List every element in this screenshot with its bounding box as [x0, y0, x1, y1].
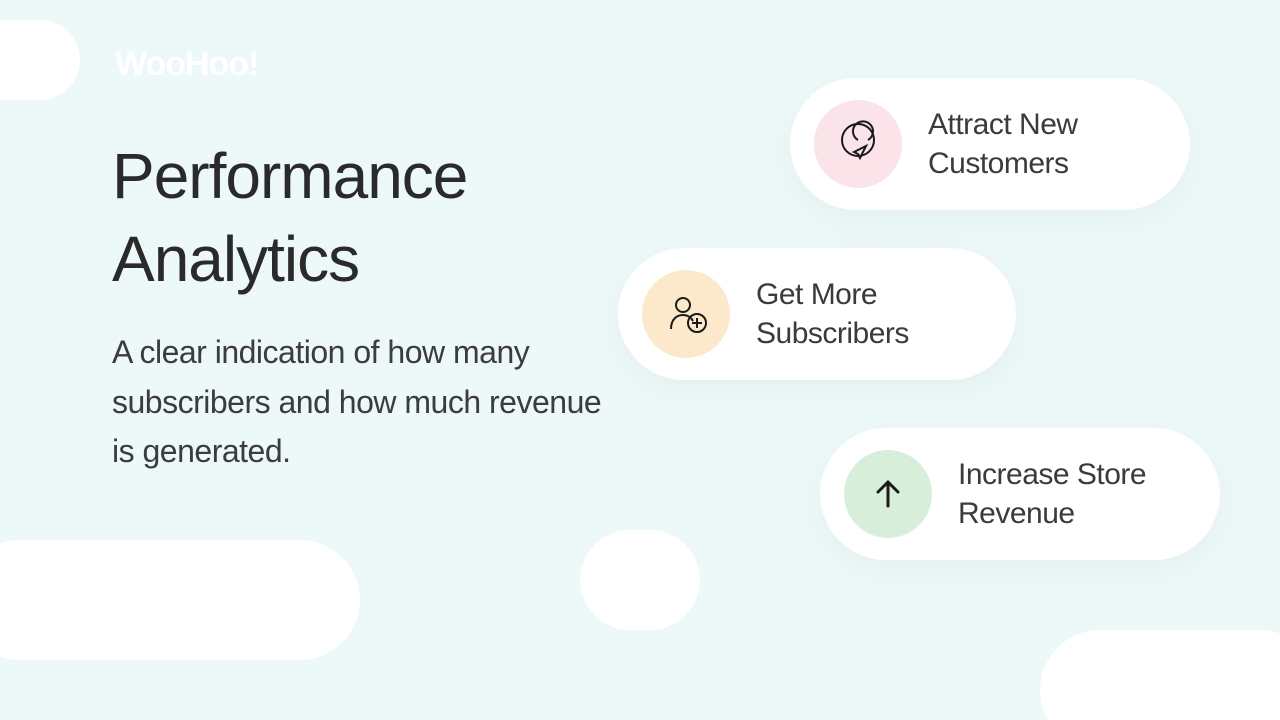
feature-label: Increase Store Revenue — [958, 455, 1172, 533]
feature-label: Get More Subscribers — [756, 275, 968, 353]
decorative-blob — [1040, 630, 1280, 720]
decorative-blob — [0, 540, 360, 660]
arrow-up-icon — [844, 450, 932, 538]
feature-label: Attract New Customers — [928, 105, 1142, 183]
target-click-icon — [814, 100, 902, 188]
page-title: Performance Analytics — [112, 135, 467, 301]
user-plus-icon — [642, 270, 730, 358]
decorative-blob — [0, 20, 80, 100]
feature-card-increase-revenue: Increase Store Revenue — [820, 428, 1220, 560]
logo: WooHoo! — [115, 45, 258, 84]
decorative-blob — [580, 530, 700, 630]
feature-card-attract-customers: Attract New Customers — [790, 78, 1190, 210]
heading-line-2: Analytics — [112, 223, 359, 295]
page-subtitle: A clear indication of how many subscribe… — [112, 328, 612, 477]
feature-card-get-subscribers: Get More Subscribers — [618, 248, 1016, 380]
heading-line-1: Performance — [112, 140, 467, 212]
